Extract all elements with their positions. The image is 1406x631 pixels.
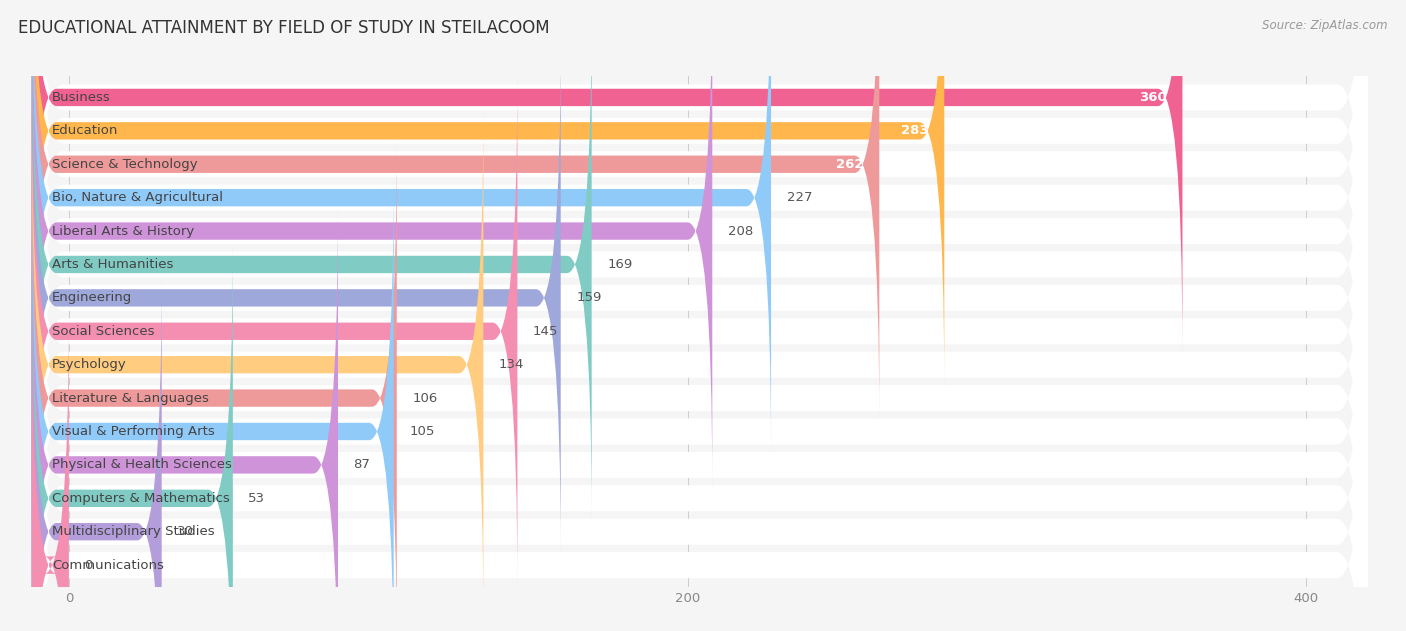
FancyBboxPatch shape bbox=[32, 77, 1368, 631]
Text: Source: ZipAtlas.com: Source: ZipAtlas.com bbox=[1263, 19, 1388, 32]
FancyBboxPatch shape bbox=[32, 0, 1368, 619]
Text: Science & Technology: Science & Technology bbox=[52, 158, 198, 171]
Text: Physical & Health Sciences: Physical & Health Sciences bbox=[52, 458, 232, 471]
FancyBboxPatch shape bbox=[32, 139, 396, 631]
FancyBboxPatch shape bbox=[32, 0, 879, 423]
Text: Literature & Languages: Literature & Languages bbox=[52, 392, 209, 404]
FancyBboxPatch shape bbox=[32, 44, 1368, 631]
FancyBboxPatch shape bbox=[32, 0, 713, 490]
Text: 283: 283 bbox=[901, 124, 929, 138]
FancyBboxPatch shape bbox=[32, 244, 1368, 631]
Text: 227: 227 bbox=[786, 191, 813, 204]
Text: Psychology: Psychology bbox=[52, 358, 127, 371]
Text: 145: 145 bbox=[533, 325, 558, 338]
FancyBboxPatch shape bbox=[32, 240, 233, 631]
Text: Computers & Mathematics: Computers & Mathematics bbox=[52, 492, 229, 505]
Text: 30: 30 bbox=[177, 525, 194, 538]
Text: Visual & Performing Arts: Visual & Performing Arts bbox=[52, 425, 215, 438]
Text: Multidisciplinary Studies: Multidisciplinary Studies bbox=[52, 525, 215, 538]
Text: Social Sciences: Social Sciences bbox=[52, 325, 155, 338]
FancyBboxPatch shape bbox=[32, 73, 517, 590]
Text: 105: 105 bbox=[409, 425, 434, 438]
FancyBboxPatch shape bbox=[32, 39, 561, 557]
FancyBboxPatch shape bbox=[32, 0, 1368, 552]
FancyBboxPatch shape bbox=[32, 273, 162, 631]
Text: 208: 208 bbox=[728, 225, 754, 237]
Text: 262: 262 bbox=[837, 158, 863, 171]
FancyBboxPatch shape bbox=[32, 0, 945, 389]
FancyBboxPatch shape bbox=[32, 0, 1368, 452]
Text: Bio, Nature & Agricultural: Bio, Nature & Agricultural bbox=[52, 191, 224, 204]
Text: Business: Business bbox=[52, 91, 111, 104]
FancyBboxPatch shape bbox=[32, 0, 1368, 586]
Text: 106: 106 bbox=[412, 392, 437, 404]
FancyBboxPatch shape bbox=[32, 0, 1182, 356]
Text: 159: 159 bbox=[576, 292, 602, 304]
FancyBboxPatch shape bbox=[32, 6, 592, 523]
FancyBboxPatch shape bbox=[32, 0, 770, 456]
Text: 87: 87 bbox=[353, 458, 370, 471]
Text: 134: 134 bbox=[499, 358, 524, 371]
Text: Arts & Humanities: Arts & Humanities bbox=[52, 258, 173, 271]
Text: Engineering: Engineering bbox=[52, 292, 132, 304]
FancyBboxPatch shape bbox=[32, 0, 1368, 418]
FancyBboxPatch shape bbox=[32, 177, 1368, 631]
Text: 169: 169 bbox=[607, 258, 633, 271]
FancyBboxPatch shape bbox=[32, 0, 1368, 519]
FancyBboxPatch shape bbox=[32, 0, 1368, 485]
Text: 360: 360 bbox=[1139, 91, 1167, 104]
Text: Education: Education bbox=[52, 124, 118, 138]
FancyBboxPatch shape bbox=[32, 173, 394, 631]
FancyBboxPatch shape bbox=[32, 10, 1368, 631]
Text: EDUCATIONAL ATTAINMENT BY FIELD OF STUDY IN STEILACOOM: EDUCATIONAL ATTAINMENT BY FIELD OF STUDY… bbox=[18, 19, 550, 37]
Text: Liberal Arts & History: Liberal Arts & History bbox=[52, 225, 194, 237]
FancyBboxPatch shape bbox=[32, 211, 1368, 631]
FancyBboxPatch shape bbox=[32, 206, 337, 631]
FancyBboxPatch shape bbox=[32, 144, 1368, 631]
Text: 53: 53 bbox=[249, 492, 266, 505]
FancyBboxPatch shape bbox=[32, 110, 1368, 631]
FancyBboxPatch shape bbox=[32, 307, 69, 631]
Text: 0: 0 bbox=[84, 558, 93, 572]
Text: Communications: Communications bbox=[52, 558, 165, 572]
FancyBboxPatch shape bbox=[32, 106, 484, 623]
